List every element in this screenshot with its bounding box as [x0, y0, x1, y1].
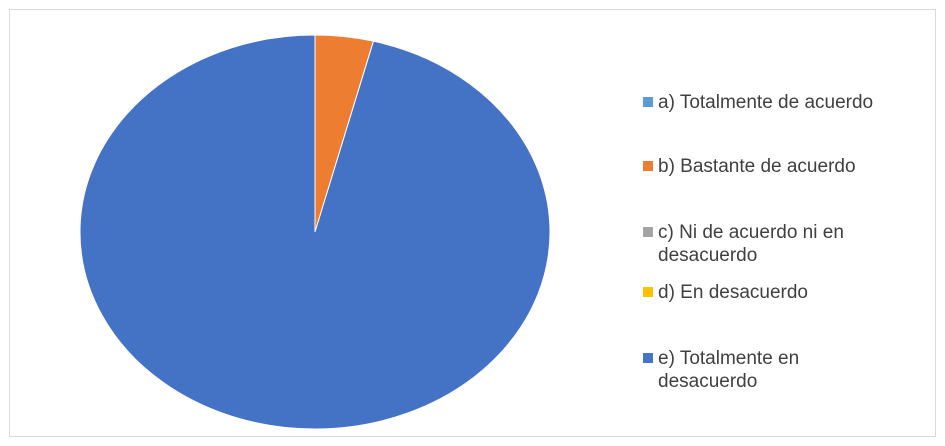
legend-swatch-c: [643, 227, 653, 237]
legend-swatch-d: [643, 287, 653, 297]
legend-label-b: b) Bastante de acuerdo: [658, 156, 856, 177]
chart-area: a) Totalmente de acuerdo b) Bastante de …: [9, 9, 936, 437]
pie-chart: [79, 34, 551, 430]
legend-item-d: d) En desacuerdo: [643, 281, 808, 304]
legend-swatch-a: [643, 97, 653, 107]
legend-swatch-b: [643, 161, 653, 171]
legend-item-b: b) Bastante de acuerdo: [643, 155, 856, 178]
legend-label-a: a) Totalmente de acuerdo: [658, 92, 874, 113]
pie-slice-e: [79, 34, 551, 430]
legend-item-e: e) Totalmente en desacuerdo: [643, 347, 799, 393]
legend-item-c: c) Ni de acuerdo ni en desacuerdo: [643, 221, 844, 267]
legend-swatch-e: [643, 353, 653, 363]
legend-label-e: e) Totalmente en desacuerdo: [658, 348, 800, 392]
legend-label-d: d) En desacuerdo: [658, 282, 808, 303]
legend-label-c: c) Ni de acuerdo ni en desacuerdo: [658, 222, 844, 266]
legend-item-a: a) Totalmente de acuerdo: [643, 91, 873, 114]
